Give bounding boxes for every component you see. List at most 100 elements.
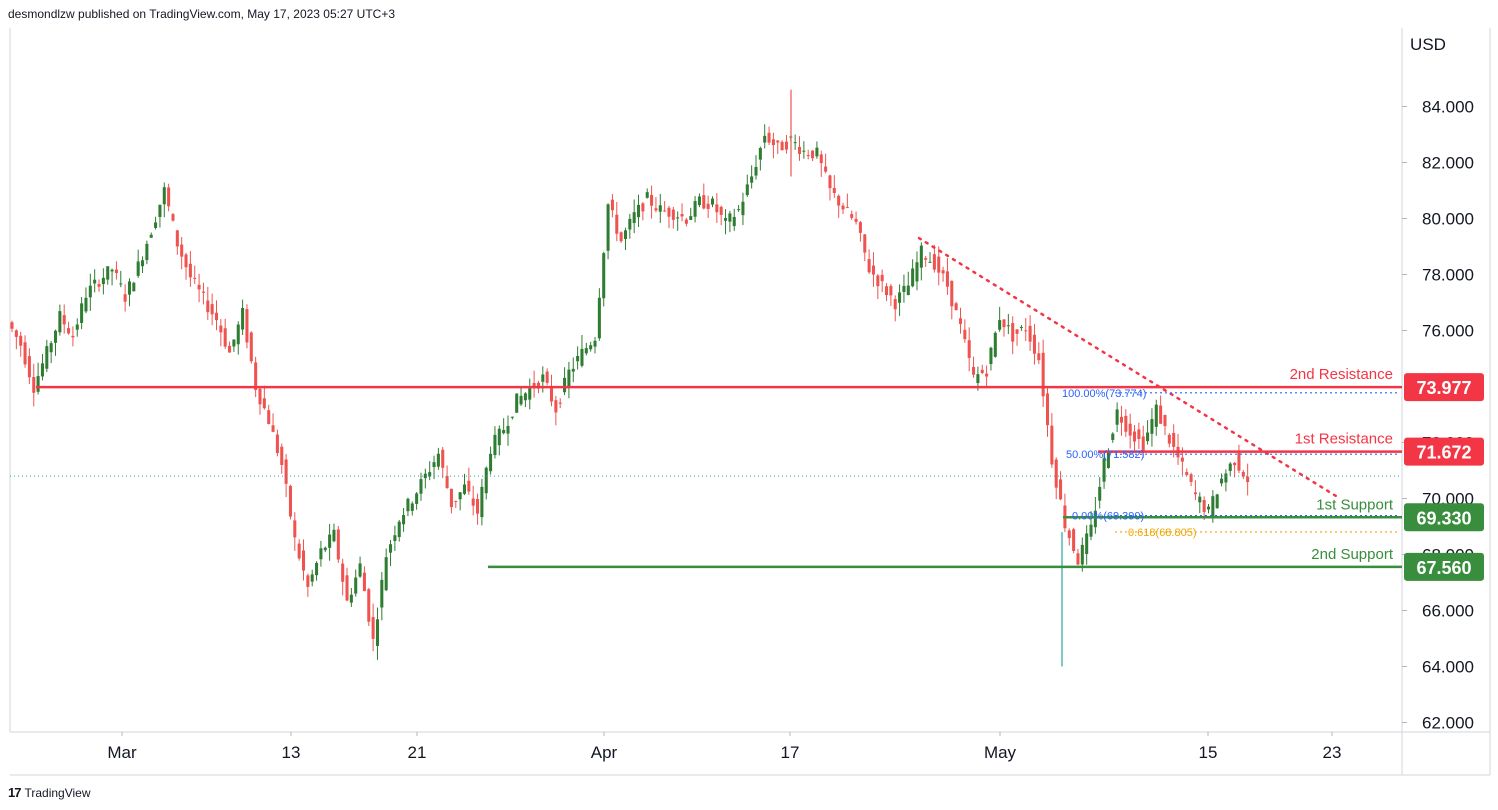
- candle-body: [119, 283, 123, 285]
- candle-body: [641, 203, 645, 212]
- candle-body: [1224, 473, 1228, 483]
- candle-body: [893, 299, 897, 310]
- candle-body: [750, 176, 754, 183]
- candle-body: [1233, 462, 1237, 466]
- y-tick-label: 82.000: [1422, 154, 1474, 173]
- candle-body: [201, 291, 205, 293]
- candle-body: [428, 472, 432, 477]
- level-badges: 73.977 71.672 69.330 67.560: [1404, 373, 1484, 581]
- candle-body: [328, 534, 332, 548]
- candle-body: [815, 147, 819, 157]
- candle-body: [206, 300, 210, 313]
- price-badge-value: 71.672: [1416, 443, 1471, 463]
- candle-body: [349, 594, 353, 603]
- candle-body: [1089, 524, 1093, 537]
- candle-body: [1141, 436, 1145, 453]
- footer-brand[interactable]: TradingView: [24, 785, 91, 800]
- price-badge: [1404, 552, 1484, 581]
- candle-body: [232, 339, 236, 347]
- candle-body: [249, 332, 253, 362]
- candle-body: [267, 410, 271, 424]
- x-axis: Mar 13 21 Apr 17 May 15 23: [107, 732, 1341, 762]
- candle-body: [393, 535, 397, 542]
- candle-body: [58, 311, 62, 333]
- candle-body: [554, 400, 558, 413]
- candle-body: [837, 195, 841, 206]
- level-name-label: 2nd Resistance: [1290, 366, 1393, 383]
- candle-body: [71, 335, 75, 338]
- candle-body: [1198, 496, 1202, 503]
- candle-body: [532, 383, 536, 389]
- candle-body: [362, 572, 366, 592]
- candle-body: [1211, 496, 1215, 518]
- candle-body: [741, 201, 745, 216]
- candle-body: [863, 234, 867, 253]
- candle-body: [114, 269, 118, 274]
- candle-body: [62, 315, 66, 325]
- candle-body: [245, 309, 249, 343]
- candle-body: [375, 619, 379, 646]
- candle-body: [449, 488, 453, 508]
- price-badge: [1404, 503, 1484, 532]
- candle-body: [1133, 431, 1137, 442]
- candle-body: [193, 277, 197, 279]
- tradingview-logo: 17: [8, 785, 22, 800]
- price-badge-value: 73.977: [1416, 378, 1471, 398]
- candle-body: [1193, 492, 1197, 495]
- candle-body: [519, 395, 523, 405]
- candle-body: [867, 259, 871, 273]
- candle-body: [19, 335, 23, 346]
- candle-body: [793, 142, 797, 144]
- candle-body: [898, 292, 902, 303]
- candle-body: [1045, 393, 1050, 426]
- candle-body: [184, 254, 188, 268]
- candle-body: [1115, 409, 1119, 425]
- candle-body: [619, 232, 623, 242]
- candle-body: [402, 514, 406, 525]
- candle-body: [1154, 404, 1158, 427]
- candle-body: [1024, 330, 1028, 332]
- candle-body: [545, 371, 549, 383]
- candle-body: [602, 253, 606, 299]
- candle-body: [441, 449, 445, 468]
- candle-body: [1041, 352, 1045, 397]
- candle-body: [732, 216, 736, 227]
- candle-body: [419, 479, 423, 494]
- candle-body: [958, 318, 963, 324]
- candle-body: [871, 265, 875, 275]
- x-tick-label: 13: [282, 743, 301, 762]
- candle-body: [924, 258, 928, 260]
- candle-body: [141, 260, 145, 267]
- fib-level-label: 0.00%(69.390): [1072, 511, 1144, 523]
- candle-body: [23, 342, 27, 365]
- candle-body: [945, 271, 949, 287]
- candle-body: [654, 208, 658, 211]
- candle-body: [489, 453, 493, 472]
- candle-body: [576, 355, 580, 362]
- price-chart[interactable]: 62.00064.00066.00068.00070.00072.00076.0…: [0, 0, 1498, 780]
- candle-body: [432, 462, 436, 468]
- candle-body: [397, 521, 401, 538]
- fib-level-label: 100.00%(73.774): [1062, 388, 1146, 400]
- x-tick-label: 23: [1323, 743, 1342, 762]
- candle-body: [1220, 478, 1224, 484]
- candle-body: [832, 187, 836, 193]
- candle-body: [210, 304, 214, 315]
- candle-body: [10, 322, 14, 329]
- candle-body: [445, 476, 449, 488]
- x-tick-label: May: [984, 743, 1017, 762]
- candle-body: [663, 210, 667, 212]
- candle-body: [623, 230, 627, 239]
- candle-body: [214, 312, 219, 321]
- candle-body: [719, 206, 723, 215]
- candle-body: [1011, 323, 1015, 342]
- candle-body: [297, 543, 301, 559]
- candle-body: [850, 214, 854, 218]
- footer: 17 TradingView: [8, 785, 91, 800]
- x-tick-label: 21: [408, 743, 427, 762]
- candle-body: [271, 425, 275, 432]
- candle-body: [528, 388, 532, 400]
- candle-body: [1237, 452, 1241, 471]
- candle-body: [49, 343, 53, 353]
- candle-body: [467, 480, 471, 492]
